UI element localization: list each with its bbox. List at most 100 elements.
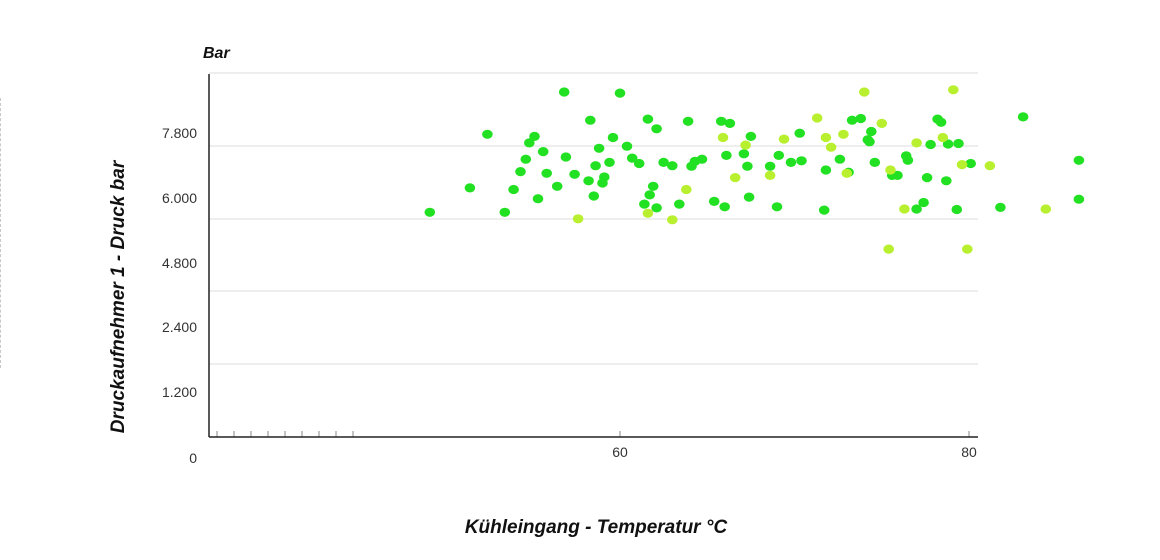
data-point-green-59 — [834, 154, 846, 164]
data-point-green-20 — [593, 143, 605, 153]
data-point-green-49 — [743, 192, 755, 202]
x-tick-label-60: 60 — [612, 444, 628, 460]
data-point-yellow_green-16 — [883, 244, 894, 254]
data-point-green-53 — [773, 150, 785, 160]
data-point-yellow_green-19 — [911, 138, 922, 148]
data-point-green-61 — [846, 115, 858, 125]
data-point-green-55 — [794, 128, 805, 138]
data-point-yellow_green-23 — [962, 244, 973, 254]
data-point-green-6 — [520, 154, 532, 164]
data-point-green-51 — [764, 161, 776, 171]
data-point-yellow_green-4 — [717, 132, 729, 143]
data-point-green-79 — [951, 204, 963, 215]
data-point-yellow_green-7 — [764, 170, 776, 180]
data-point-green-30 — [642, 114, 654, 124]
data-point-green-22 — [599, 172, 610, 182]
data-point-yellow_green-20 — [937, 132, 949, 143]
data-point-green-82 — [995, 202, 1006, 212]
data-point-green-35 — [658, 157, 669, 167]
data-point-green-5 — [515, 167, 526, 177]
data-point-yellow_green-21 — [948, 85, 959, 95]
data-point-green-31 — [644, 190, 655, 200]
data-point-green-24 — [607, 132, 619, 143]
data-point-green-12 — [551, 181, 563, 191]
data-point-green-80 — [953, 138, 964, 149]
data-point-green-54 — [785, 157, 797, 167]
data-point-green-42 — [708, 196, 720, 206]
data-point-green-68 — [892, 170, 903, 180]
data-point-yellow_green-18 — [899, 204, 910, 214]
data-point-yellow_green-24 — [984, 161, 996, 171]
data-point-green-26 — [621, 141, 633, 151]
data-point-green-0 — [424, 207, 436, 217]
data-point-green-14 — [560, 152, 572, 162]
data-point-green-44 — [719, 202, 730, 212]
data-point-green-77 — [941, 176, 952, 186]
data-point-green-23 — [604, 157, 615, 167]
data-point-green-32 — [647, 181, 659, 191]
data-point-yellow_green-5 — [729, 173, 741, 183]
data-point-green-81 — [965, 158, 976, 169]
data-point-yellow_green-17 — [885, 165, 896, 175]
data-point-green-17 — [585, 115, 596, 125]
data-point-green-19 — [590, 161, 601, 171]
data-point-green-83 — [1017, 112, 1029, 122]
data-point-green-27 — [626, 153, 638, 163]
data-point-green-2 — [482, 129, 493, 139]
data-point-green-65 — [866, 126, 877, 137]
y-tick-label-0: 0 — [189, 450, 197, 466]
data-point-green-45 — [721, 150, 732, 160]
data-point-green-56 — [796, 156, 807, 166]
data-point-green-33 — [651, 203, 662, 213]
data-point-green-16 — [583, 176, 594, 186]
data-point-green-7 — [524, 138, 535, 148]
data-point-green-37 — [674, 199, 685, 209]
y-axis-title: Druckaufnehmer 1 - Druck bar — [108, 159, 129, 433]
data-point-green-28 — [633, 158, 645, 169]
data-point-yellow_green-10 — [820, 132, 832, 143]
data-point-green-43 — [715, 116, 727, 126]
data-point-green-48 — [742, 161, 753, 171]
data-point-green-58 — [820, 165, 832, 175]
data-point-green-15 — [569, 169, 580, 179]
data-point-green-70 — [902, 155, 914, 165]
data-point-green-64 — [864, 137, 875, 147]
data-point-green-85 — [1073, 155, 1085, 165]
data-point-green-74 — [925, 139, 936, 150]
data-point-yellow_green-0 — [572, 214, 584, 224]
data-point-green-9 — [532, 194, 544, 204]
data-point-green-29 — [639, 199, 650, 209]
data-point-green-13 — [558, 87, 570, 97]
data-point-yellow_green-11 — [825, 142, 837, 152]
data-point-yellow_green-2 — [667, 215, 678, 225]
data-point-yellow_green-6 — [740, 140, 751, 150]
y-tick-label-4800: 4.800 — [162, 255, 197, 271]
y-tick-label-6000: 6.000 — [162, 190, 197, 206]
data-point-green-52 — [771, 202, 783, 212]
data-point-green-34 — [651, 124, 662, 134]
data-point-green-71 — [911, 204, 922, 214]
data-point-green-78 — [942, 139, 954, 149]
data-point-yellow_green-1 — [642, 208, 654, 218]
data-point-green-62 — [855, 113, 867, 124]
data-point-green-41 — [696, 154, 708, 164]
x-axis-minor-ticks — [216, 431, 970, 437]
data-point-green-3 — [499, 207, 511, 217]
data-point-yellow_green-14 — [859, 87, 870, 97]
gridlines — [209, 72, 978, 365]
data-point-yellow_green-22 — [956, 160, 968, 170]
data-point-green-72 — [918, 197, 929, 208]
y-tick-label-1200: 1.200 — [162, 384, 197, 400]
y-tick-label-2400: 2.400 — [162, 319, 197, 335]
data-point-yellow_green-15 — [876, 118, 888, 128]
y-tick-label-7800: 7.800 — [162, 125, 197, 141]
data-point-green-57 — [818, 205, 830, 215]
data-point-green-46 — [724, 118, 736, 128]
data-points — [424, 85, 1085, 254]
y-unit-label: Bar — [203, 45, 230, 62]
data-point-yellow_green-25 — [1040, 204, 1052, 214]
data-point-green-1 — [464, 183, 476, 193]
data-point-yellow_green-8 — [778, 134, 790, 144]
data-point-green-10 — [537, 147, 549, 157]
